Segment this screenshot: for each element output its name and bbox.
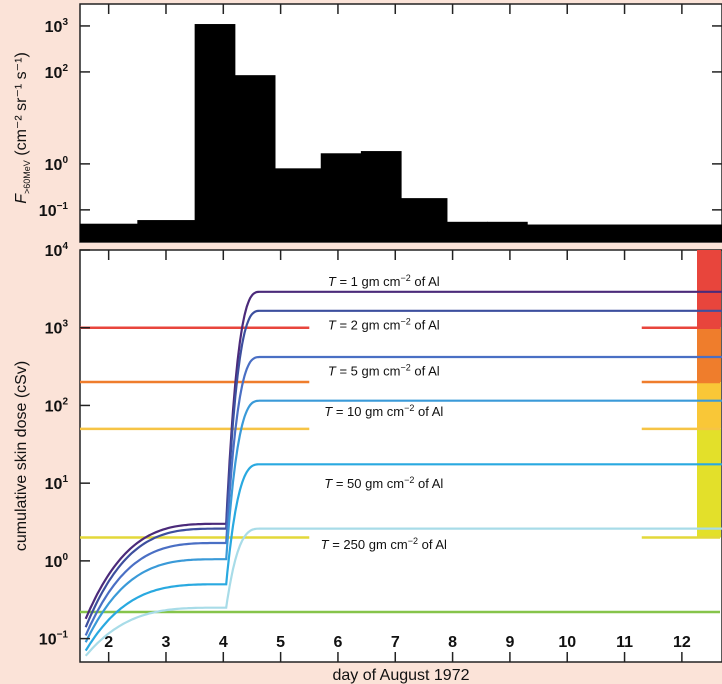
flux-panel: 103 102 100 10−1 F>60MeV (cm⁻² sr⁻¹ s⁻¹) bbox=[13, 4, 722, 242]
curve-label: T = 250 gm cm−2 of Al bbox=[321, 536, 447, 552]
curve-label: T = 5 gm cm−2 of Al bbox=[328, 363, 440, 379]
dose-band-segment bbox=[697, 429, 721, 538]
flux-ytick-label: 102 bbox=[45, 63, 69, 82]
dose-ytick-label: 100 bbox=[45, 552, 69, 571]
dose-xtick-label: 9 bbox=[505, 634, 514, 651]
dose-ytick-label: 104 bbox=[45, 241, 69, 260]
dose-xtick-label: 8 bbox=[448, 634, 457, 651]
flux-bar bbox=[275, 168, 321, 242]
flux-bar bbox=[447, 222, 488, 242]
dose-xtick-label: 5 bbox=[276, 634, 285, 651]
curve-label: T = 1 gm cm−2 of Al bbox=[328, 273, 440, 289]
flux-bar bbox=[235, 75, 276, 242]
dose-xtick-label: 3 bbox=[162, 634, 171, 651]
dose-color-band bbox=[697, 250, 721, 537]
curve-label: T = 10 gm cm−2 of Al bbox=[324, 403, 443, 419]
flux-bar bbox=[80, 224, 138, 242]
flux-bar bbox=[401, 198, 447, 242]
dose-xtick-label: 6 bbox=[333, 634, 342, 651]
dose-xtick-label: 11 bbox=[616, 634, 633, 651]
flux-bar bbox=[527, 225, 722, 242]
dose-band-segment bbox=[697, 328, 721, 382]
dose-band-segment bbox=[697, 250, 721, 328]
flux-bar bbox=[137, 220, 195, 242]
dose-xtick-label: 10 bbox=[558, 634, 576, 651]
flux-ytick-label: 103 bbox=[45, 17, 69, 36]
flux-bar bbox=[321, 153, 362, 242]
dose-panel: T = 1 gm cm−2 of Al T = 2 gm cm−2 of Al T … bbox=[13, 241, 722, 684]
dose-xtick-label: 7 bbox=[391, 634, 400, 651]
dose-xlabel: day of August 1972 bbox=[333, 667, 470, 684]
flux-ytick-label: 100 bbox=[45, 155, 69, 174]
dose-xtick-label: 12 bbox=[673, 634, 691, 651]
dose-band-segment bbox=[697, 382, 721, 429]
flux-bar bbox=[361, 151, 402, 242]
dose-ytick-label: 102 bbox=[45, 396, 69, 415]
flux-bar bbox=[195, 24, 236, 242]
flux-ytick-label: 10−1 bbox=[39, 201, 69, 220]
curve-label: T = 50 gm cm−2 of Al bbox=[324, 475, 443, 491]
dose-ylabel: cumulative skin dose (cSv) bbox=[13, 361, 30, 551]
flux-ylabel: F>60MeV (cm⁻² sr⁻¹ s⁻¹) bbox=[13, 52, 32, 204]
dose-ytick-label: 101 bbox=[45, 474, 69, 493]
flux-bar bbox=[487, 222, 528, 242]
curve-label: T = 2 gm cm−2 of Al bbox=[328, 317, 440, 333]
dose-xtick-label: 2 bbox=[104, 634, 113, 651]
dose-ytick-label: 10−1 bbox=[39, 630, 69, 649]
dose-ytick-label: 103 bbox=[45, 319, 69, 338]
dose-xtick-label: 4 bbox=[219, 634, 228, 651]
